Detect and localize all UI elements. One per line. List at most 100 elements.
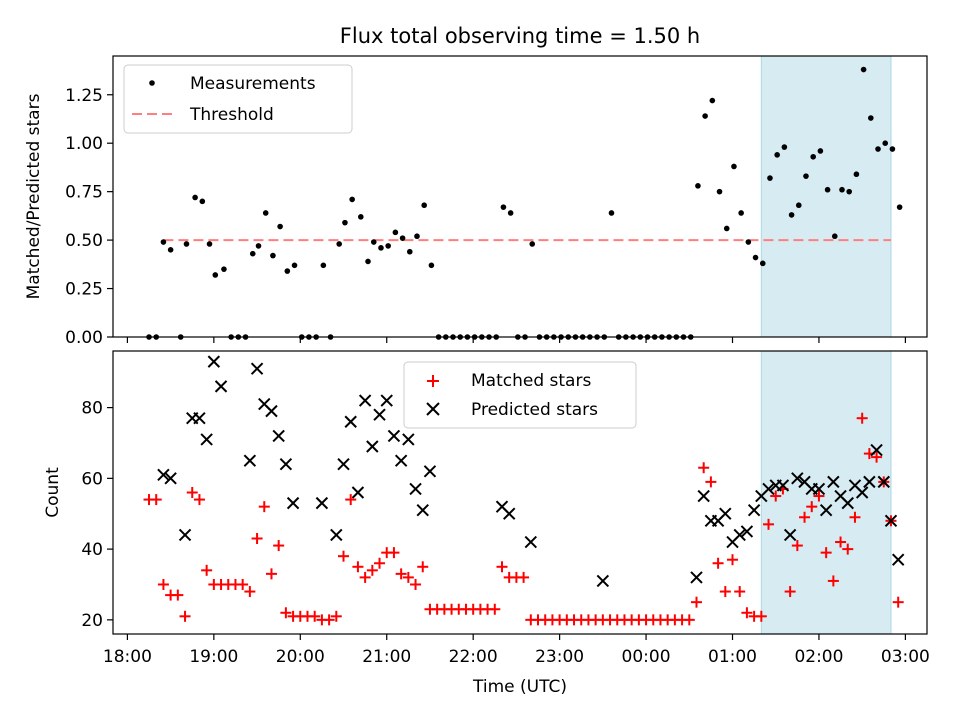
- matched-point: [395, 568, 407, 580]
- matched-point: [871, 451, 883, 463]
- predicted-point: [394, 454, 408, 467]
- predicted-point: [819, 503, 833, 517]
- matched-point: [258, 501, 270, 513]
- bottom-y-axis-label: Count: [43, 467, 63, 518]
- predicted-point: [596, 574, 610, 588]
- predicted-point: [776, 479, 790, 492]
- measurement-point: [249, 250, 256, 257]
- measurement-point: [896, 204, 903, 210]
- matched-point: [791, 540, 803, 552]
- matched-point: [323, 614, 335, 626]
- bottom-y-tick-label: 40: [81, 540, 103, 560]
- x-tick-label: 22:00: [449, 647, 498, 667]
- matched-point: [201, 564, 213, 576]
- predicted-point: [164, 472, 177, 485]
- measurement-point: [868, 115, 874, 121]
- predicted-points: [157, 355, 905, 588]
- matched-point: [734, 586, 746, 598]
- predicted-point: [690, 571, 703, 584]
- bottom-y-tick-label: 20: [81, 611, 103, 631]
- measurement-point: [731, 163, 737, 170]
- matched-point: [813, 490, 825, 502]
- matched-point: [518, 571, 530, 583]
- matched-point: [280, 607, 292, 619]
- measurement-point: [199, 198, 206, 205]
- top-legend: Measurements Threshold: [123, 64, 353, 134]
- measurement-point: [860, 66, 867, 73]
- predicted-point: [791, 472, 804, 485]
- top-y-tick-label: 0.00: [65, 328, 103, 348]
- predicted-point: [733, 528, 746, 542]
- measurement-point: [414, 233, 420, 240]
- matched-point: [683, 614, 695, 626]
- measurement-point: [716, 188, 723, 195]
- x-tick-label: 21:00: [362, 647, 411, 667]
- measurement-point: [695, 183, 701, 189]
- matched-point: [849, 511, 861, 523]
- top-y-tick-label: 0.50: [65, 231, 103, 251]
- measurement-point: [270, 252, 276, 259]
- predicted-point: [193, 412, 206, 425]
- matched-point: [856, 412, 868, 424]
- predicted-point: [315, 496, 329, 510]
- measurement-point: [759, 260, 766, 267]
- predicted-point: [812, 482, 826, 496]
- predicted-point: [366, 440, 379, 453]
- predicted-point: [214, 380, 228, 393]
- matched-point: [763, 518, 775, 530]
- matched-point: [330, 610, 342, 622]
- matched-point: [489, 603, 501, 615]
- measurement-point: [752, 254, 759, 261]
- matched-point: [352, 561, 364, 573]
- x-tick-label: 01:00: [708, 647, 757, 667]
- measurement-point: [284, 268, 291, 274]
- predicted-point: [373, 408, 386, 421]
- matched-point: [784, 586, 796, 598]
- top-legend-box: [123, 64, 353, 134]
- predicted-point: [402, 433, 415, 446]
- bottom-y-tick-label: 60: [81, 469, 103, 489]
- matched-point: [835, 536, 847, 548]
- measurement-point: [846, 188, 853, 195]
- legend-measurement-marker: [149, 80, 155, 86]
- measurement-point: [291, 262, 298, 269]
- measurement-point: [702, 113, 708, 119]
- predicted-point: [740, 525, 754, 538]
- top-y-tick-label: 0.25: [65, 280, 103, 300]
- predicted-point: [207, 355, 221, 368]
- predicted-point: [423, 465, 437, 478]
- matched-point: [338, 550, 350, 562]
- matched-point: [179, 610, 191, 622]
- measurement-point: [212, 272, 219, 278]
- predicted-point: [783, 528, 797, 542]
- measurement-point: [788, 212, 795, 218]
- predicted-point: [243, 454, 257, 467]
- measurement-point: [385, 243, 391, 249]
- measurement-point: [221, 266, 227, 272]
- predicted-point: [762, 482, 775, 496]
- measurement-point: [745, 239, 752, 245]
- matched-point: [237, 578, 249, 590]
- matched-point: [388, 547, 400, 559]
- legend-matched-label: Matched stars: [471, 371, 591, 391]
- measurement-point: [349, 196, 355, 203]
- predicted-point: [884, 514, 898, 528]
- predicted-point: [841, 496, 854, 510]
- measurement-point: [206, 241, 213, 247]
- predicted-point: [286, 496, 300, 510]
- matched-point: [827, 575, 839, 587]
- predicted-point: [330, 528, 343, 542]
- top-axes-frame: [112, 55, 928, 338]
- matched-point: [410, 578, 422, 590]
- matched-point: [359, 571, 371, 583]
- predicted-point: [272, 429, 285, 443]
- measurement-point: [810, 153, 816, 160]
- matched-point: [172, 589, 184, 601]
- bottom-y-tick-label: 80: [81, 399, 103, 419]
- top-y-tick-label: 1.25: [65, 86, 103, 106]
- measurement-point: [824, 186, 831, 193]
- matched-point: [402, 571, 414, 583]
- matched-point: [698, 462, 710, 474]
- legend-predicted-label: Predicted stars: [471, 400, 598, 420]
